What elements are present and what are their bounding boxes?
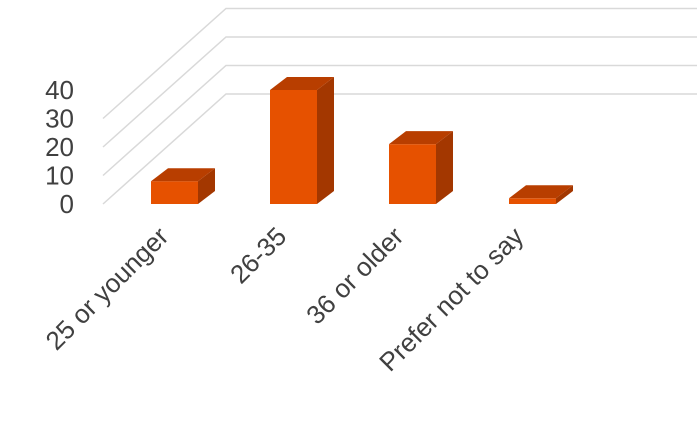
x-category-label: 26-35 — [224, 221, 292, 289]
bar — [509, 185, 573, 204]
gridline — [102, 36, 697, 148]
bar-front — [151, 181, 198, 204]
bars — [151, 77, 573, 204]
x-category-label: 25 or younger — [40, 221, 175, 356]
y-tick-label: 30 — [45, 104, 74, 134]
bar-front — [389, 144, 436, 204]
bar-front — [509, 198, 556, 204]
y-tick-label: 0 — [60, 189, 74, 219]
bar-top — [389, 131, 453, 145]
bar-front — [270, 90, 317, 204]
bar-side — [198, 168, 215, 204]
bar-top — [151, 168, 215, 182]
gridline — [102, 7, 697, 120]
bar — [151, 168, 215, 204]
bar-side — [317, 77, 334, 204]
bar — [270, 77, 334, 204]
bar-side — [556, 185, 573, 204]
bar-top — [270, 77, 334, 90]
y-tick-label: 10 — [45, 161, 74, 191]
bar-side — [436, 131, 453, 204]
gridline — [102, 64, 697, 177]
bar-top — [509, 185, 573, 199]
y-tick-label: 40 — [45, 75, 74, 105]
x-category-label: 36 or older — [300, 221, 409, 330]
bar — [389, 131, 453, 204]
y-tick-label: 20 — [45, 132, 74, 162]
gridlines — [102, 7, 697, 205]
gridline — [102, 93, 697, 205]
